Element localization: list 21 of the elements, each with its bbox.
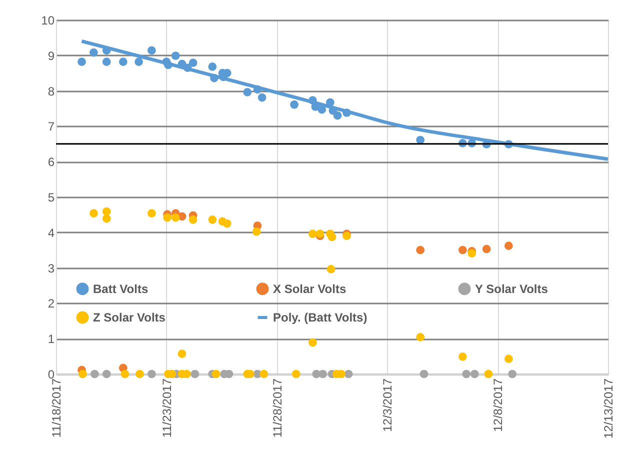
y-tick-label: 1 [48,332,55,346]
y-tick-label: 7 [48,120,55,134]
y-tick-label: 2 [48,296,55,311]
x-tick-label: 12/3/2017 [380,378,395,432]
legend-label: Y Solar Volts [475,282,548,296]
y-tick-label: 4 [48,226,55,240]
y-tick-label: 8 [48,84,55,98]
y-tick-label: 3 [48,261,55,276]
x-tick-label: 12/13/2017 [602,378,616,439]
legend-label: Batt Volts [93,282,148,296]
x-tick-label: 11/23/2017 [160,378,174,438]
legend-label: Z Solar Volts [93,310,166,324]
legend-label: Poly. (Batt Volts) [273,310,368,324]
x-tick-label: 11/28/2017 [270,378,284,438]
x-tick-label: 12/8/2017 [491,378,506,432]
x-tick-label: 11/18/2017 [50,378,64,438]
y-tick-label: 5 [48,190,55,204]
y-tick-label: 10 [41,14,55,28]
y-tick-label: 9 [48,48,55,63]
y-tick-label: 6 [48,155,55,170]
legend-label: X Solar Volts [273,282,346,296]
